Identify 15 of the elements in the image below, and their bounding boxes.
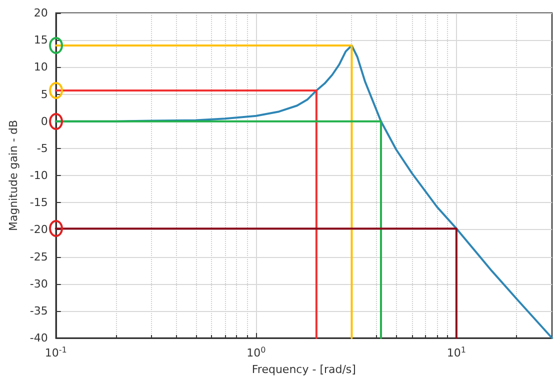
y-tick-label: -15 — [30, 196, 48, 210]
y-tick-label: -35 — [30, 304, 48, 318]
x-axis-title: Frequency - [rad/s] — [252, 363, 356, 376]
y-tick-label: -5 — [36, 142, 48, 155]
y-tick-label: -25 — [30, 250, 48, 264]
y-tick-label: -40 — [30, 332, 48, 344]
y-axis-title: Magnitude gain - dB — [7, 120, 20, 232]
y-tick-label: 15 — [34, 34, 48, 47]
y-tick-label: -30 — [30, 277, 48, 290]
y-tick-label: -10 — [30, 169, 48, 182]
y-tick-label: -20 — [30, 223, 48, 236]
y-tick-label: 5 — [40, 88, 48, 101]
y-tick-label: 10 — [34, 60, 48, 74]
y-tick-label: 0 — [40, 114, 48, 128]
y-tick-label: 20 — [34, 6, 48, 20]
